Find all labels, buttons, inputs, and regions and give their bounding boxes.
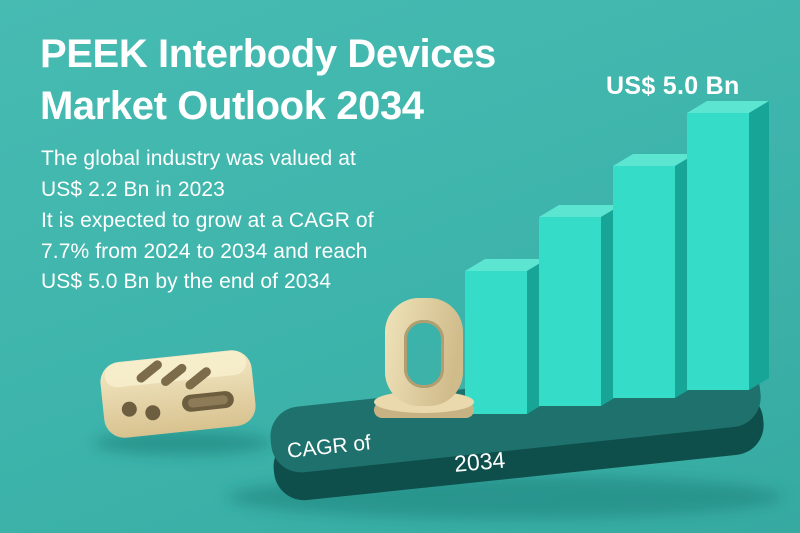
peak-value-label: US$ 5.0 Bn	[606, 72, 740, 100]
description-line: 7.7% from 2024 to 2034 and reach	[41, 239, 368, 263]
bar-mid-1-front-face	[539, 217, 601, 406]
description: The global industry was valued at US$ 2.…	[41, 144, 374, 298]
description-line: The global industry was valued at	[41, 147, 356, 170]
description-line: US$ 2.2 Bn in 2023	[41, 177, 225, 201]
bar-mid-1	[539, 205, 621, 406]
cage-device-slot-1	[136, 360, 162, 383]
bar-mid-2-front-face	[613, 166, 675, 398]
description-line: It is expected to grow at a CAGR of	[41, 208, 374, 232]
title-line-2: Market Outlook 2034	[40, 84, 424, 128]
cage-device-hole-1	[121, 401, 137, 417]
bar-2023	[465, 259, 547, 414]
bar-2034-side-face	[749, 101, 769, 390]
title-line-1: PEEK Interbody Devices	[40, 32, 496, 76]
bar-mid-2	[613, 154, 695, 398]
bar-2023-top-face	[465, 259, 547, 271]
bar-2034-front-face	[687, 113, 749, 390]
cage-device-slot-3	[185, 367, 211, 390]
bar-2034	[687, 101, 769, 390]
bar-2023-front-face	[465, 271, 527, 414]
year-label: 2034	[453, 446, 507, 477]
cage-device-hole-2	[145, 405, 161, 421]
bar-2034-top-face	[687, 101, 769, 113]
cage-device	[100, 350, 256, 438]
ring-device-inner-shade	[404, 320, 444, 388]
bar-mid-2-top-face	[613, 154, 695, 166]
cage-device-oblong-slot-floor	[188, 395, 228, 408]
ring-device-loop	[385, 298, 463, 406]
description-line: US$ 5.0 Bn by the end of 2034	[41, 270, 332, 294]
page-title: PEEK Interbody Devices Market Outlook 20…	[40, 28, 496, 132]
ring-device	[374, 298, 474, 418]
bar-mid-1-top-face	[539, 205, 621, 217]
cage-device-slot-2	[161, 363, 187, 387]
cage-device-shadow	[93, 431, 273, 455]
